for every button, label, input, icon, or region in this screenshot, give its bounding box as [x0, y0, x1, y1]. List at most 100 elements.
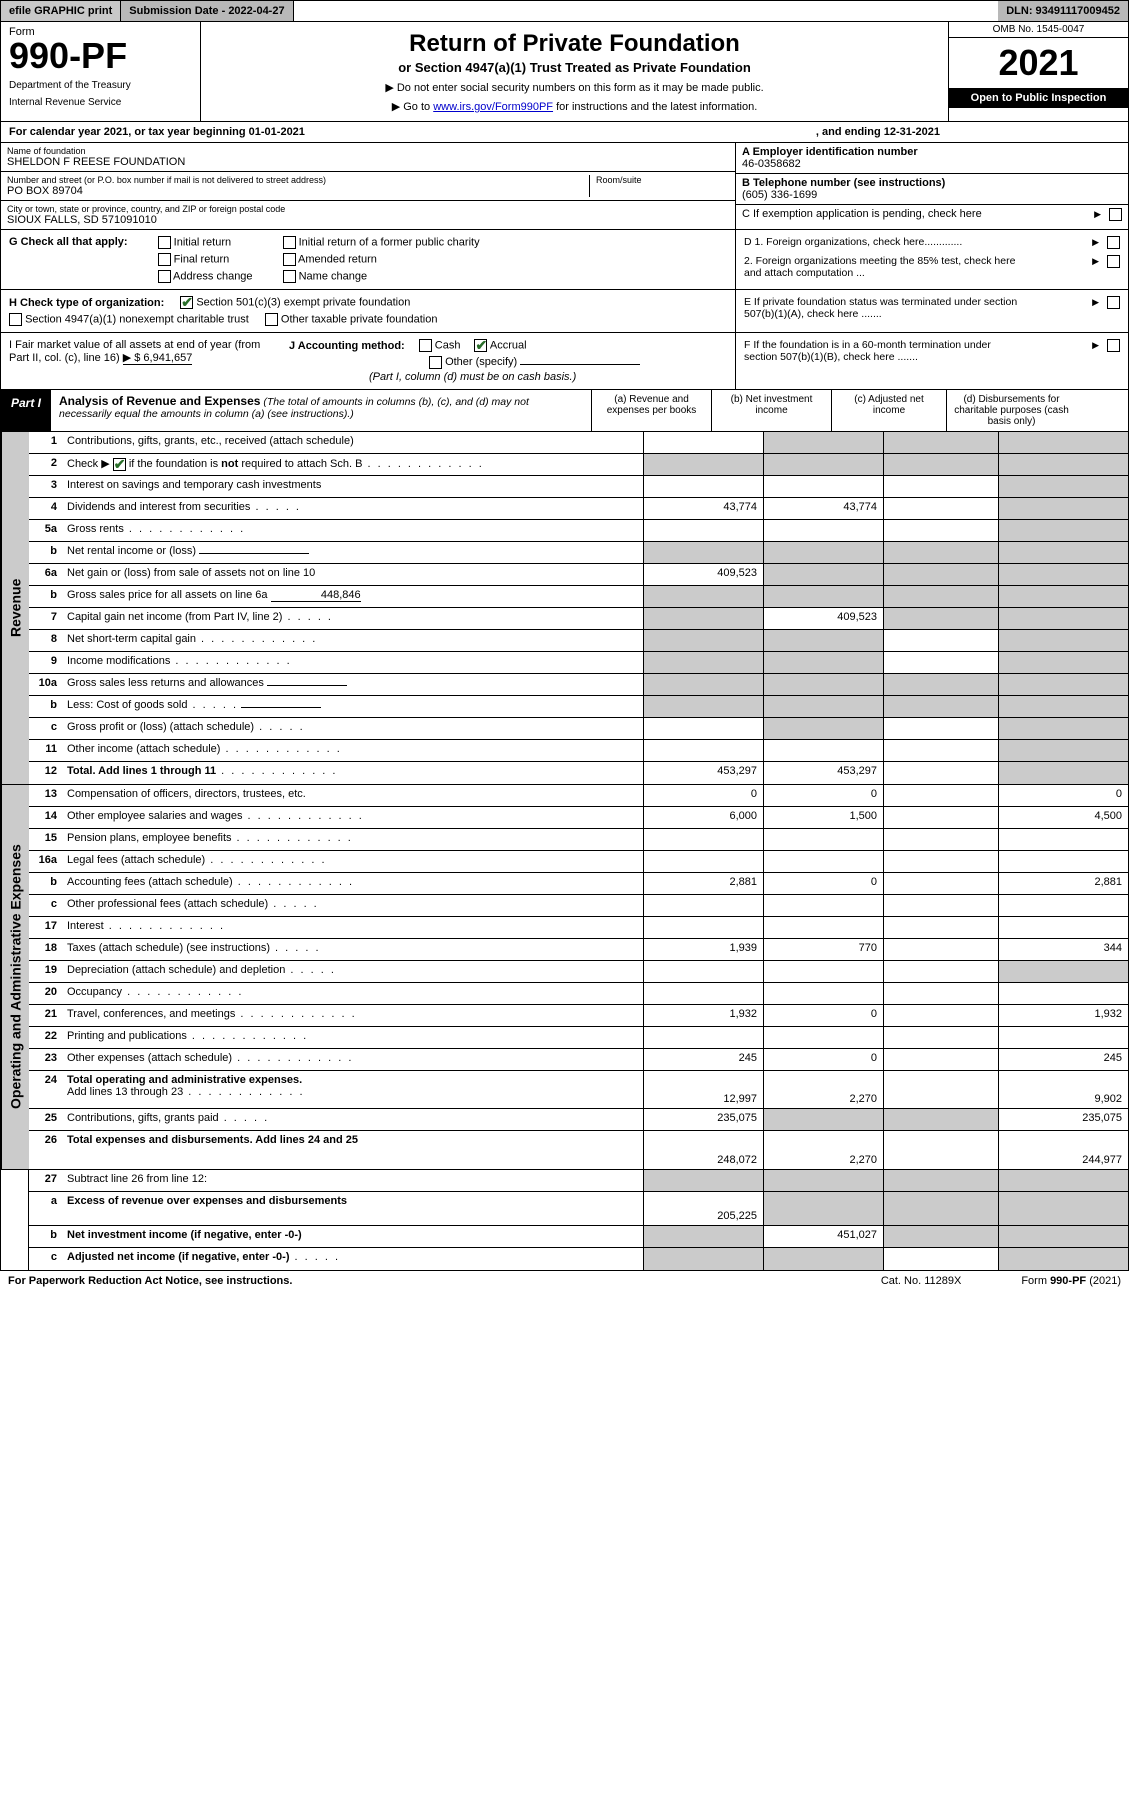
revenue-tab: Revenue [1, 432, 29, 784]
arrow-icon [1092, 339, 1101, 351]
entity-info-block: Name of foundation SHELDON F REESE FOUND… [0, 143, 1129, 230]
part1-title: Analysis of Revenue and Expenses (The to… [51, 390, 591, 431]
amended-return-checkbox[interactable] [283, 253, 296, 266]
phone-label: B Telephone number (see instructions) [742, 177, 1122, 189]
schb-checkbox[interactable] [113, 458, 126, 471]
g-label: G Check all that apply: [9, 236, 128, 248]
street-value: PO BOX 89704 [7, 185, 589, 197]
room-label: Room/suite [596, 175, 729, 185]
form-title: Return of Private Foundation [209, 30, 940, 58]
line-27c: cAdjusted net income (if negative, enter… [29, 1248, 1128, 1270]
city-cell: City or town, state or province, country… [1, 201, 735, 229]
cal-begin: For calendar year 2021, or tax year begi… [9, 126, 305, 138]
cal-end: , and ending 12-31-2021 [816, 126, 940, 138]
form-subtitle: or Section 4947(a)(1) Trust Treated as P… [209, 60, 940, 75]
page-footer: For Paperwork Reduction Act Notice, see … [0, 1271, 1129, 1291]
exemption-checkbox[interactable] [1109, 208, 1122, 221]
note-goto: ▶ Go to www.irs.gov/Form990PF for instru… [209, 100, 940, 113]
line-9: 9Income modifications [29, 652, 1128, 674]
tax-year: 2021 [949, 38, 1128, 88]
line-18: 18Taxes (attach schedule) (see instructi… [29, 939, 1128, 961]
other-method-checkbox[interactable] [429, 356, 442, 369]
line-2: 2Check ▶ if the foundation is not requir… [29, 454, 1128, 476]
line-27b: bNet investment income (if negative, ent… [29, 1226, 1128, 1248]
501c3-checkbox[interactable] [180, 296, 193, 309]
dln-label: DLN: 93491117009452 [998, 1, 1128, 21]
line-12: 12Total. Add lines 1 through 11453,29745… [29, 762, 1128, 784]
cash-label: Cash [435, 339, 461, 351]
d2-label: 2. Foreign organizations meeting the 85%… [744, 255, 1024, 279]
line-1: 1Contributions, gifts, grants, etc., rec… [29, 432, 1128, 454]
e-checkbox[interactable] [1107, 296, 1120, 309]
calendar-year-row: For calendar year 2021, or tax year begi… [0, 122, 1129, 143]
e-section: E If private foundation status was termi… [736, 290, 1128, 332]
street-cell: Number and street (or P.O. box number if… [1, 172, 735, 201]
h-e-row: H Check type of organization: Section 50… [0, 290, 1129, 333]
name-change-label: Name change [299, 270, 368, 282]
address-change-checkbox[interactable] [158, 270, 171, 283]
exemption-cell: C If exemption application is pending, c… [736, 205, 1128, 224]
col-c-header: (c) Adjusted net income [831, 390, 946, 431]
l26-text: Total expenses and disbursements. Add li… [67, 1134, 358, 1146]
arrow-icon [1092, 296, 1101, 308]
initial-return-checkbox[interactable] [158, 236, 171, 249]
final-return-checkbox[interactable] [158, 253, 171, 266]
other-method-line [520, 364, 640, 365]
dept-treasury: Department of the Treasury [9, 80, 192, 91]
initial-former-checkbox[interactable] [283, 236, 296, 249]
line-5b: bNet rental income or (loss) [29, 542, 1128, 564]
final-return-label: Final return [174, 253, 230, 265]
other-taxable-checkbox[interactable] [265, 313, 278, 326]
d2-checkbox[interactable] [1107, 255, 1120, 268]
d1-checkbox[interactable] [1107, 236, 1120, 249]
irs-link[interactable]: www.irs.gov/Form990PF [433, 101, 553, 113]
omb-number: OMB No. 1545-0047 [949, 22, 1128, 38]
top-bar: efile GRAPHIC print Submission Date - 20… [0, 0, 1129, 22]
line-25: 25Contributions, gifts, grants paid235,0… [29, 1109, 1128, 1131]
g-section: G Check all that apply: Initial return F… [1, 230, 736, 289]
g-d-row: G Check all that apply: Initial return F… [0, 230, 1129, 290]
form-number: 990-PF [9, 38, 192, 74]
d-section: D 1. Foreign organizations, check here..… [736, 230, 1128, 289]
other-method-label: Other (specify) [445, 356, 517, 368]
h-label: H Check type of organization: [9, 297, 164, 309]
f-section: F If the foundation is in a 60-month ter… [736, 333, 1128, 389]
entity-left: Name of foundation SHELDON F REESE FOUND… [1, 143, 736, 229]
exemption-label: C If exemption application is pending, c… [742, 208, 982, 220]
header-right: OMB No. 1545-0047 2021 Open to Public In… [948, 22, 1128, 121]
line-5a: 5aGross rents [29, 520, 1128, 542]
j-note: (Part I, column (d) must be on cash basi… [369, 371, 727, 383]
line-27a: aExcess of revenue over expenses and dis… [29, 1192, 1128, 1226]
4947-checkbox[interactable] [9, 313, 22, 326]
other-taxable-label: Other taxable private foundation [281, 313, 438, 325]
arrow-icon [1092, 255, 1101, 267]
phone-cell: B Telephone number (see instructions) (6… [736, 174, 1128, 205]
line-10a: 10aGross sales less returns and allowanc… [29, 674, 1128, 696]
name-change-checkbox[interactable] [283, 270, 296, 283]
f-checkbox[interactable] [1107, 339, 1120, 352]
cash-checkbox[interactable] [419, 339, 432, 352]
line-21: 21Travel, conferences, and meetings1,932… [29, 1005, 1128, 1027]
line-11: 11Other income (attach schedule) [29, 740, 1128, 762]
street-label: Number and street (or P.O. box number if… [7, 175, 589, 185]
address-change-label: Address change [173, 270, 253, 282]
revenue-table: Revenue 1Contributions, gifts, grants, e… [0, 432, 1129, 785]
col-d-header: (d) Disbursements for charitable purpose… [946, 390, 1076, 431]
expenses-table: Operating and Administrative Expenses 13… [0, 785, 1129, 1170]
line-13: 13Compensation of officers, directors, t… [29, 785, 1128, 807]
blank-tab [1, 1170, 29, 1270]
form-header: Form 990-PF Department of the Treasury I… [0, 22, 1129, 122]
line-10b: bLess: Cost of goods sold [29, 696, 1128, 718]
i-value: ▶ $ 6,941,657 [123, 351, 193, 365]
ein-label: A Employer identification number [742, 146, 1122, 158]
accrual-label: Accrual [490, 339, 527, 351]
efile-print-label[interactable]: efile GRAPHIC print [1, 1, 121, 21]
line-20: 20Occupancy [29, 983, 1128, 1005]
form-ref: Form 990-PF (2021) [1021, 1275, 1121, 1287]
accrual-checkbox[interactable] [474, 339, 487, 352]
line-15: 15Pension plans, employee benefits [29, 829, 1128, 851]
line-22: 22Printing and publications [29, 1027, 1128, 1049]
j-label: J Accounting method: [289, 340, 405, 352]
line27-block: 27Subtract line 26 from line 12: aExcess… [0, 1170, 1129, 1271]
header-left: Form 990-PF Department of the Treasury I… [1, 22, 201, 121]
